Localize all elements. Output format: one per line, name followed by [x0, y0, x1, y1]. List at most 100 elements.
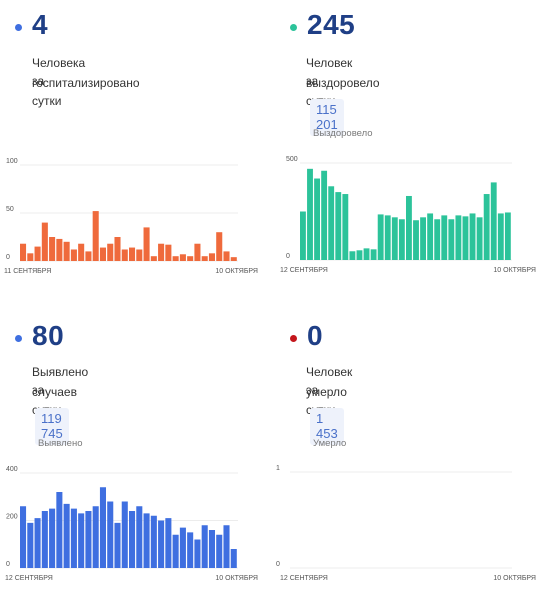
y-tick-label: 0	[6, 254, 10, 261]
bar	[342, 194, 349, 260]
bar	[187, 532, 194, 568]
hospitalized-chart: 0 50 100 11 СЕНТЯБРЯ 10 ОКТЯБРЯ	[4, 158, 258, 275]
bar	[201, 525, 208, 568]
x-start-label: 11 СЕНТЯБРЯ	[4, 268, 51, 275]
bar	[150, 515, 157, 568]
x-end-label: 10 ОКТЯБРЯ	[215, 575, 258, 582]
y-tick-label: 400	[6, 466, 18, 473]
x-start-label: 12 СЕНТЯБРЯ	[280, 575, 328, 582]
bar	[208, 253, 215, 261]
bar	[70, 249, 77, 261]
bar	[49, 508, 56, 568]
bar	[165, 518, 172, 568]
bar	[413, 220, 419, 260]
bar	[107, 243, 114, 261]
x-end-label: 10 ОКТЯБРЯ	[215, 268, 258, 275]
x-start-label: 12 СЕНТЯБРЯ	[280, 267, 328, 274]
x-end-label: 10 ОКТЯБРЯ	[493, 267, 536, 274]
y-tick-label: 500	[286, 156, 298, 163]
bar	[420, 217, 426, 260]
recovered-number: 245	[307, 9, 356, 40]
bar	[476, 217, 483, 260]
bar	[114, 522, 121, 568]
bar	[490, 182, 497, 260]
bar	[143, 513, 150, 568]
bar	[427, 213, 434, 260]
bar	[78, 243, 85, 261]
bar	[41, 222, 48, 261]
bar	[49, 237, 56, 261]
bar	[158, 520, 165, 568]
bar	[85, 511, 92, 568]
y-tick-label: 1	[276, 465, 280, 472]
bar	[321, 170, 328, 260]
bar	[406, 195, 412, 260]
bar	[56, 238, 63, 261]
bar	[504, 212, 511, 260]
bar	[300, 211, 306, 260]
cases-number: 80	[32, 320, 65, 351]
bar	[165, 244, 172, 261]
bar	[20, 506, 27, 568]
bar	[356, 250, 363, 260]
bar	[223, 251, 230, 261]
deaths-total-label: Умерло	[313, 438, 347, 449]
bar	[34, 246, 41, 261]
bar	[41, 511, 48, 568]
bar	[27, 522, 34, 568]
cases-total-label: Выявлено	[38, 438, 83, 449]
bar	[391, 217, 398, 260]
bar	[172, 534, 179, 568]
bar	[150, 256, 157, 261]
bar	[398, 219, 405, 260]
recovered-chart: 0 500 12 СЕНТЯБРЯ 10 ОКТЯБРЯ	[280, 156, 536, 274]
bar	[56, 492, 63, 568]
recovered-desc-line1: Человек выздоровело	[306, 56, 380, 90]
bar	[179, 527, 186, 568]
y-tick-label: 0	[6, 561, 10, 568]
bar	[230, 549, 237, 568]
y-tick-label: 100	[6, 158, 18, 165]
recovered-total-label: Выздоровело	[313, 128, 373, 139]
bar	[129, 511, 136, 568]
bar	[377, 214, 384, 260]
hospitalized-dot-icon	[15, 24, 22, 31]
bar	[335, 192, 342, 260]
bar	[179, 254, 186, 261]
y-tick-label: 200	[6, 514, 18, 521]
bar	[136, 249, 143, 261]
bar	[70, 508, 77, 568]
bar	[307, 168, 313, 260]
bar	[143, 227, 150, 261]
bar	[497, 213, 504, 260]
bar	[384, 215, 391, 260]
bar	[129, 247, 136, 261]
bar	[92, 211, 99, 261]
y-tick-label: 0	[276, 561, 280, 568]
bar	[85, 251, 92, 261]
bar	[201, 256, 208, 261]
bar	[63, 241, 70, 261]
deaths-total-badge: 1 453	[310, 408, 344, 445]
bar	[92, 506, 99, 568]
bar	[63, 503, 70, 568]
bar	[158, 243, 165, 261]
y-tick-label: 0	[286, 253, 290, 260]
x-start-label: 12 СЕНТЯБРЯ	[5, 575, 53, 582]
bar	[194, 539, 201, 568]
bar	[107, 501, 114, 568]
bar	[27, 253, 34, 261]
hospitalized-desc-line2: за сутки	[32, 74, 62, 108]
bar	[136, 506, 143, 568]
bar	[216, 534, 223, 568]
bar	[434, 219, 441, 260]
bar	[483, 194, 490, 260]
bar	[223, 525, 230, 568]
bar	[462, 216, 469, 260]
recovered-dot-icon	[290, 24, 297, 31]
bar	[121, 249, 128, 261]
recovered-total-badge: 115 201	[310, 99, 344, 136]
bar	[121, 501, 128, 568]
hospitalized-desc-line1: Человека госпитализировано	[32, 56, 140, 90]
bar	[216, 232, 223, 261]
